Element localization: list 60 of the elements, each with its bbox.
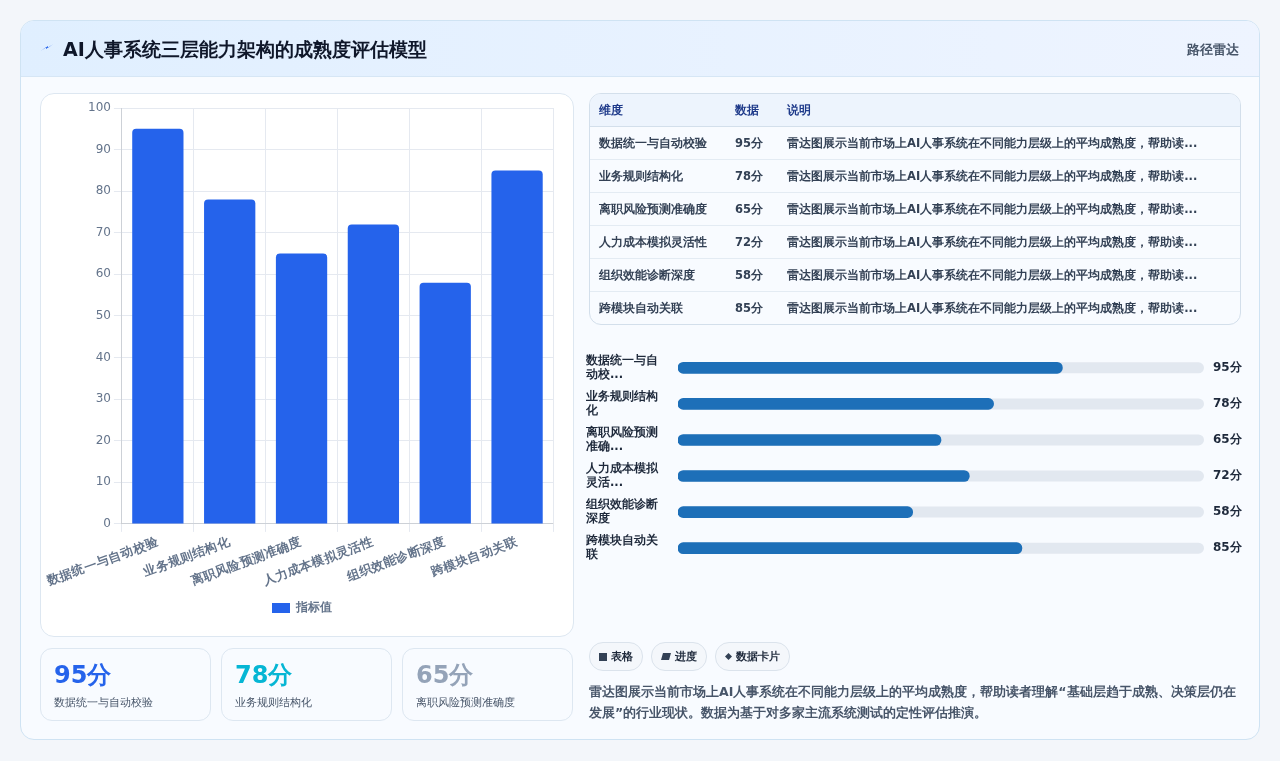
y-tick-label: 40 bbox=[95, 349, 111, 364]
y-tick-label: 数据统一与自动校... bbox=[585, 352, 658, 381]
text: 表格 bbox=[611, 649, 633, 664]
y-tick-label: 100 bbox=[88, 100, 111, 115]
text: 72分 bbox=[726, 225, 778, 259]
y-tick-label: 0 bbox=[103, 516, 111, 531]
data-label: 78分 bbox=[1213, 396, 1243, 411]
y-tick-label: 20 bbox=[95, 432, 111, 447]
text: 雷达图展示当前市场上AI人事系统在不同能力层级上的平均成熟度，帮助读... bbox=[778, 126, 1240, 160]
text: 离职风险预测准确度 bbox=[590, 192, 726, 226]
chart-title: AI人事系统三层能力架构的成熟度评估模型 bbox=[63, 37, 427, 62]
text: 65分 bbox=[726, 192, 778, 226]
text: 跨模块自动关联 bbox=[598, 299, 684, 317]
y-tick-label: 业务规则结构化 bbox=[585, 388, 658, 417]
data-label: 85分 bbox=[1213, 540, 1243, 555]
y-tick-label: 组织效能诊断深度 bbox=[585, 497, 658, 525]
bar bbox=[275, 253, 328, 524]
text: 78分 bbox=[726, 159, 778, 193]
bar bbox=[132, 128, 184, 524]
legend-label: 指标值 bbox=[295, 600, 332, 615]
text: 95分 bbox=[54, 660, 112, 691]
y-tick-label: 80 bbox=[95, 183, 111, 198]
text: 雷达图展示当前市场上AI人事系统在不同能力层级上的平均成熟度，帮助读... bbox=[778, 225, 1240, 259]
text: 数据 bbox=[726, 94, 778, 127]
y-tick-label: 人力成本模拟灵活... bbox=[585, 461, 659, 489]
text: 雷达图展示当前市场上AI人事系统在不同能力层级上的平均成熟度，帮助读... bbox=[778, 258, 1240, 292]
data-label: 65分 bbox=[1213, 432, 1243, 447]
data-label: 72分 bbox=[1213, 468, 1243, 483]
text: 95分 bbox=[726, 126, 778, 160]
text: 雷达图展示当前市场上AI人事系统在不同能力层级上的平均成熟度，帮助读者理解“基础层趋于成熟、决策层仍在发展”的行业现状。数据为基于对多家主流系统测试的定性评估推演。 bbox=[589, 683, 1237, 722]
text: 维度 bbox=[590, 94, 726, 127]
text: 人力成本模拟灵活性 bbox=[590, 225, 726, 259]
bar bbox=[491, 170, 543, 524]
text: 说明 bbox=[778, 94, 1240, 127]
bar bbox=[419, 282, 471, 524]
y-tick-label: 离职风险预测准确... bbox=[585, 425, 658, 453]
text: 数据统一与自动校验 bbox=[590, 126, 726, 160]
text: 雷达图展示当前市场上AI人事系统在不同能力层级上的平均成熟度，帮助读... bbox=[778, 192, 1240, 226]
y-tick-label: 30 bbox=[95, 391, 111, 406]
y-tick-label: 60 bbox=[95, 266, 111, 281]
text: 离职风险预测准确度 bbox=[416, 695, 515, 710]
data-label: 95分 bbox=[1213, 359, 1243, 374]
bar bbox=[347, 224, 400, 524]
text: 65分 bbox=[416, 660, 474, 691]
y-tick-label: 10 bbox=[95, 474, 111, 489]
y-tick-label: 90 bbox=[95, 141, 111, 156]
text: 业务规则结构化 bbox=[235, 695, 312, 710]
text: 58分 bbox=[726, 258, 778, 292]
text: 雷达图展示当前市场上AI人事系统在不同能力层级上的平均成熟度，帮助读... bbox=[778, 159, 1240, 193]
text: 数据卡片 bbox=[736, 649, 780, 664]
text: 78分 bbox=[235, 660, 293, 691]
text: 85分 bbox=[734, 299, 764, 317]
bar bbox=[204, 199, 256, 524]
text: 进度 bbox=[675, 649, 697, 664]
y-tick-label: 70 bbox=[95, 224, 111, 239]
y-tick-label: 50 bbox=[95, 308, 111, 323]
text: 数据统一与自动校验 bbox=[54, 695, 153, 710]
text: 雷达图展示当前市场上AI人事系统在不同能力层级上的平均成熟度，帮助读... bbox=[786, 299, 1199, 317]
text: 路径雷达 bbox=[1187, 41, 1239, 59]
data-label: 58分 bbox=[1213, 504, 1243, 519]
